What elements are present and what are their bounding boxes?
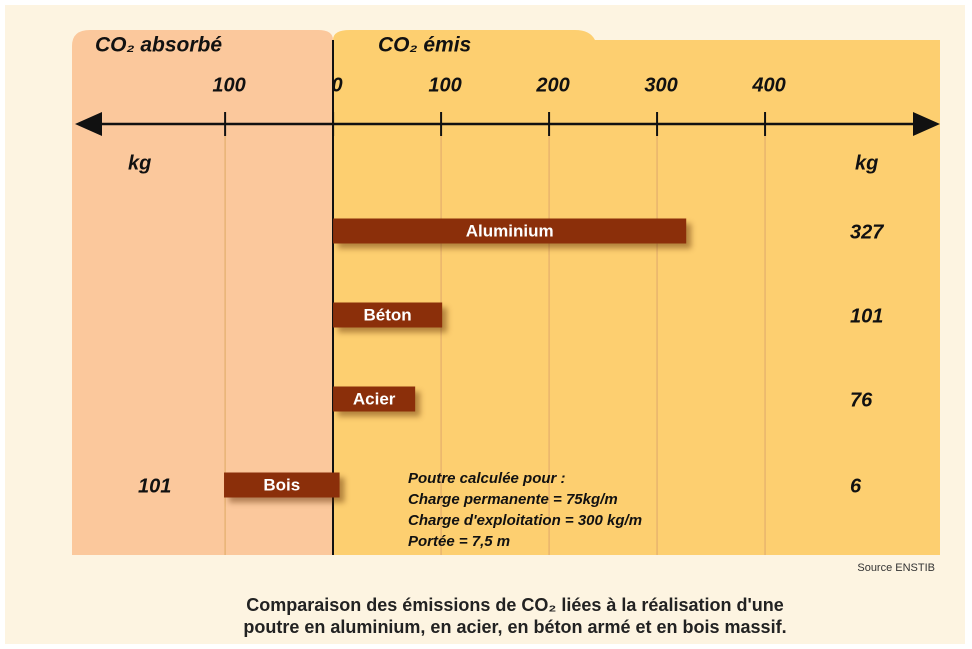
arrow-right (913, 112, 940, 136)
arrow-left (75, 112, 102, 136)
bar-label: Béton (364, 305, 412, 324)
x-tick-label: 200 (535, 74, 569, 96)
absorbed-unit: kg (128, 152, 151, 174)
annotation-line: Charge d'exploitation = 300 kg/m (408, 512, 642, 529)
bar-label: Bois (263, 475, 300, 494)
annotation-line: Portée = 7,5 m (408, 533, 510, 550)
value-label: 327 (850, 221, 884, 243)
bar (224, 472, 340, 498)
x-tick-label: 0 (332, 74, 343, 96)
bar-label: Acier (353, 389, 396, 408)
x-tick-label: 400 (751, 74, 785, 96)
x-tick-label: 100 (212, 74, 245, 96)
emitted-unit: kg (855, 152, 878, 174)
caption-line: Comparaison des émissions de CO₂ liées à… (246, 595, 783, 615)
x-tick-label: 100 (428, 74, 461, 96)
bar (333, 218, 687, 244)
bar (333, 386, 416, 412)
annotation-line: Charge permanente = 75kg/m (408, 491, 618, 508)
emitted-region (333, 30, 940, 555)
absorbed-region (72, 30, 333, 555)
value-label: 101 (138, 475, 171, 497)
bar (333, 302, 443, 328)
x-tick-label: 300 (644, 74, 677, 96)
value-label: 6 (850, 475, 862, 497)
absorbed-heading: CO₂ absorbé (95, 34, 222, 57)
caption-line: poutre en aluminium, en acier, en béton … (243, 617, 786, 637)
emitted-heading: CO₂ émis (378, 34, 471, 57)
value-label: 76 (850, 389, 873, 411)
source: Source ENSTIB (857, 562, 935, 574)
bar-label: Aluminium (466, 221, 554, 240)
value-label: 101 (850, 305, 883, 327)
annotation-line: Poutre calculée pour : (408, 470, 566, 487)
